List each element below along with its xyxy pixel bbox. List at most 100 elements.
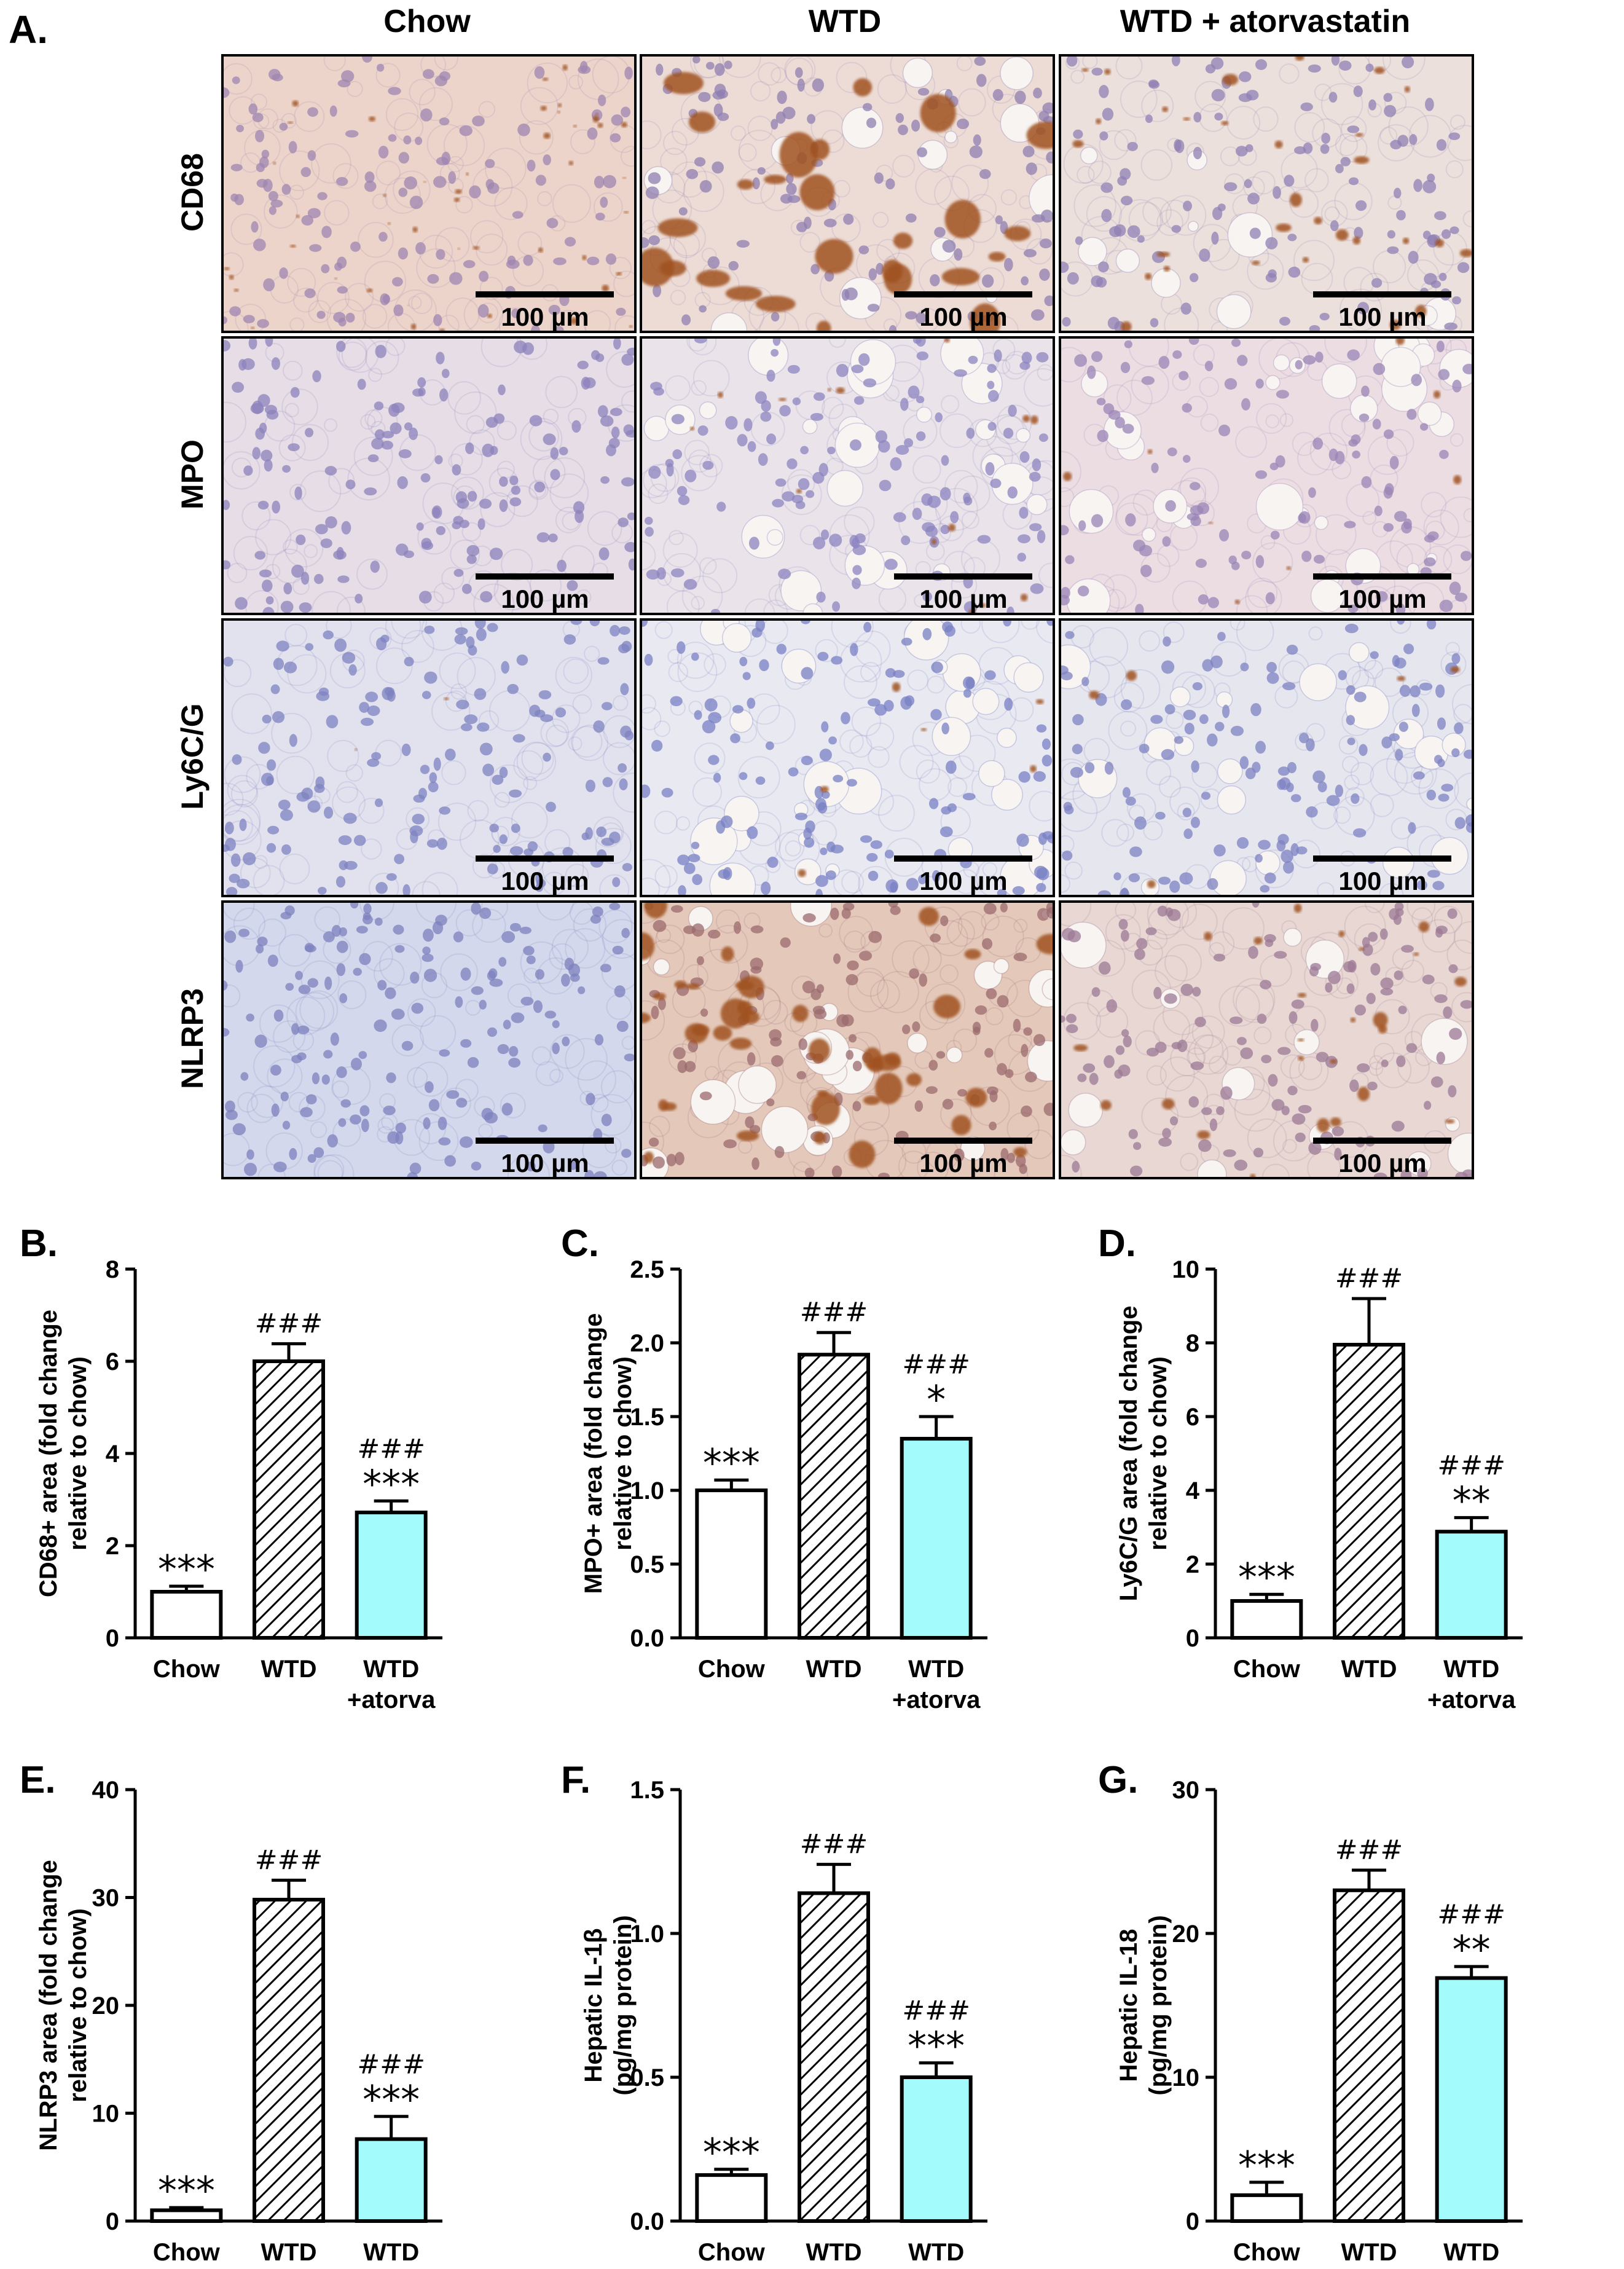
nucleus bbox=[1099, 131, 1108, 141]
dab-stain bbox=[1445, 1119, 1455, 1124]
cell-outline bbox=[738, 143, 757, 162]
nucleus bbox=[301, 787, 313, 800]
nucleus bbox=[550, 469, 560, 481]
nucleus bbox=[1306, 738, 1315, 752]
nucleus bbox=[776, 643, 787, 655]
nucleus bbox=[860, 835, 873, 843]
cell-outline bbox=[654, 720, 671, 737]
nucleus bbox=[330, 1032, 339, 1046]
cell-outline bbox=[222, 401, 246, 443]
nucleus bbox=[612, 877, 621, 887]
nucleus bbox=[546, 218, 559, 229]
nucleus bbox=[379, 232, 388, 242]
cell-outline bbox=[416, 248, 456, 288]
nucleus bbox=[472, 116, 485, 127]
micrograph-frame bbox=[640, 54, 1055, 333]
nucleus bbox=[770, 1037, 782, 1047]
nucleus bbox=[823, 218, 837, 227]
nucleus bbox=[904, 438, 914, 447]
nucleus bbox=[963, 676, 975, 690]
nucleus bbox=[1074, 354, 1087, 367]
dab-stain bbox=[1352, 237, 1361, 245]
nucleus bbox=[963, 688, 971, 698]
dab-stain bbox=[1035, 699, 1044, 704]
nucleus bbox=[498, 384, 506, 395]
nucleus bbox=[1216, 1106, 1225, 1115]
nucleus bbox=[476, 722, 490, 732]
nucleus bbox=[365, 691, 379, 702]
nucleus bbox=[1276, 390, 1289, 399]
nucleus bbox=[766, 433, 777, 445]
cell-outline bbox=[1341, 116, 1367, 143]
cell-outline bbox=[368, 873, 399, 896]
nucleus bbox=[415, 242, 426, 254]
nucleus bbox=[677, 854, 690, 865]
scale-bar-label: 100 µm bbox=[501, 867, 589, 895]
nucleus bbox=[420, 765, 430, 774]
nucleus bbox=[591, 350, 600, 360]
cell-outline bbox=[230, 213, 262, 245]
dab-stain bbox=[1435, 239, 1445, 248]
nucleus bbox=[817, 651, 829, 661]
nucleus bbox=[1192, 682, 1202, 691]
nucleus bbox=[798, 478, 810, 490]
nucleus bbox=[1317, 781, 1327, 793]
nucleus bbox=[222, 980, 228, 991]
dab-stain bbox=[557, 111, 560, 114]
cell-outline bbox=[951, 165, 989, 202]
nucleus bbox=[391, 1009, 405, 1020]
nucleus bbox=[594, 1034, 604, 1046]
cell-outline bbox=[1463, 508, 1473, 523]
nucleus bbox=[1000, 1147, 1009, 1161]
nucleus bbox=[1021, 1044, 1029, 1057]
dab-stain bbox=[641, 932, 655, 961]
nucleus bbox=[523, 254, 533, 266]
cell-outline bbox=[1360, 272, 1389, 302]
nucleus bbox=[600, 476, 610, 484]
cell-outline bbox=[1252, 542, 1293, 583]
y-axis-label-line-2: relative to chow) bbox=[65, 1356, 92, 1551]
nucleus bbox=[552, 1020, 560, 1029]
cell-outline bbox=[281, 112, 297, 128]
nucleus bbox=[997, 995, 1009, 1008]
cell-outline bbox=[338, 341, 367, 371]
cell-outline bbox=[385, 98, 419, 131]
nucleus bbox=[1316, 1052, 1329, 1063]
nucleus bbox=[1099, 85, 1109, 98]
nucleus bbox=[1219, 529, 1230, 542]
nucleus bbox=[912, 337, 922, 344]
cell-outline bbox=[1220, 146, 1241, 167]
nucleus bbox=[940, 915, 949, 926]
nucleus bbox=[710, 608, 721, 614]
dab-stain bbox=[1298, 1056, 1304, 1061]
cell-outline bbox=[284, 403, 299, 418]
nucleus bbox=[298, 985, 311, 994]
significance-marker: *** bbox=[703, 2130, 760, 2175]
cell-outline bbox=[700, 266, 740, 305]
cell-outline bbox=[839, 729, 864, 754]
nucleus bbox=[523, 946, 535, 956]
nucleus bbox=[350, 902, 359, 909]
micrograph-cd68-atorva: 100 µm bbox=[1059, 54, 1474, 333]
cell-outline bbox=[660, 147, 688, 175]
nucleus bbox=[511, 1012, 525, 1023]
nucleus bbox=[269, 206, 277, 215]
nucleus bbox=[1312, 770, 1325, 784]
nucleus bbox=[1104, 1055, 1115, 1068]
nucleus bbox=[644, 516, 653, 525]
nucleus bbox=[1060, 1015, 1065, 1023]
nucleus bbox=[1123, 1035, 1132, 1048]
cell-outline bbox=[730, 125, 747, 141]
nucleus bbox=[1097, 430, 1108, 442]
cell-outline bbox=[496, 420, 517, 441]
nucleus bbox=[877, 1173, 890, 1178]
nucleus bbox=[1087, 365, 1096, 379]
cell-outline bbox=[877, 970, 919, 1013]
nucleus bbox=[597, 405, 608, 418]
nucleus bbox=[1096, 398, 1106, 406]
nucleus bbox=[1077, 585, 1089, 597]
cell-outline bbox=[532, 1046, 551, 1066]
nucleus bbox=[222, 1028, 230, 1037]
nucleus bbox=[1150, 715, 1163, 724]
